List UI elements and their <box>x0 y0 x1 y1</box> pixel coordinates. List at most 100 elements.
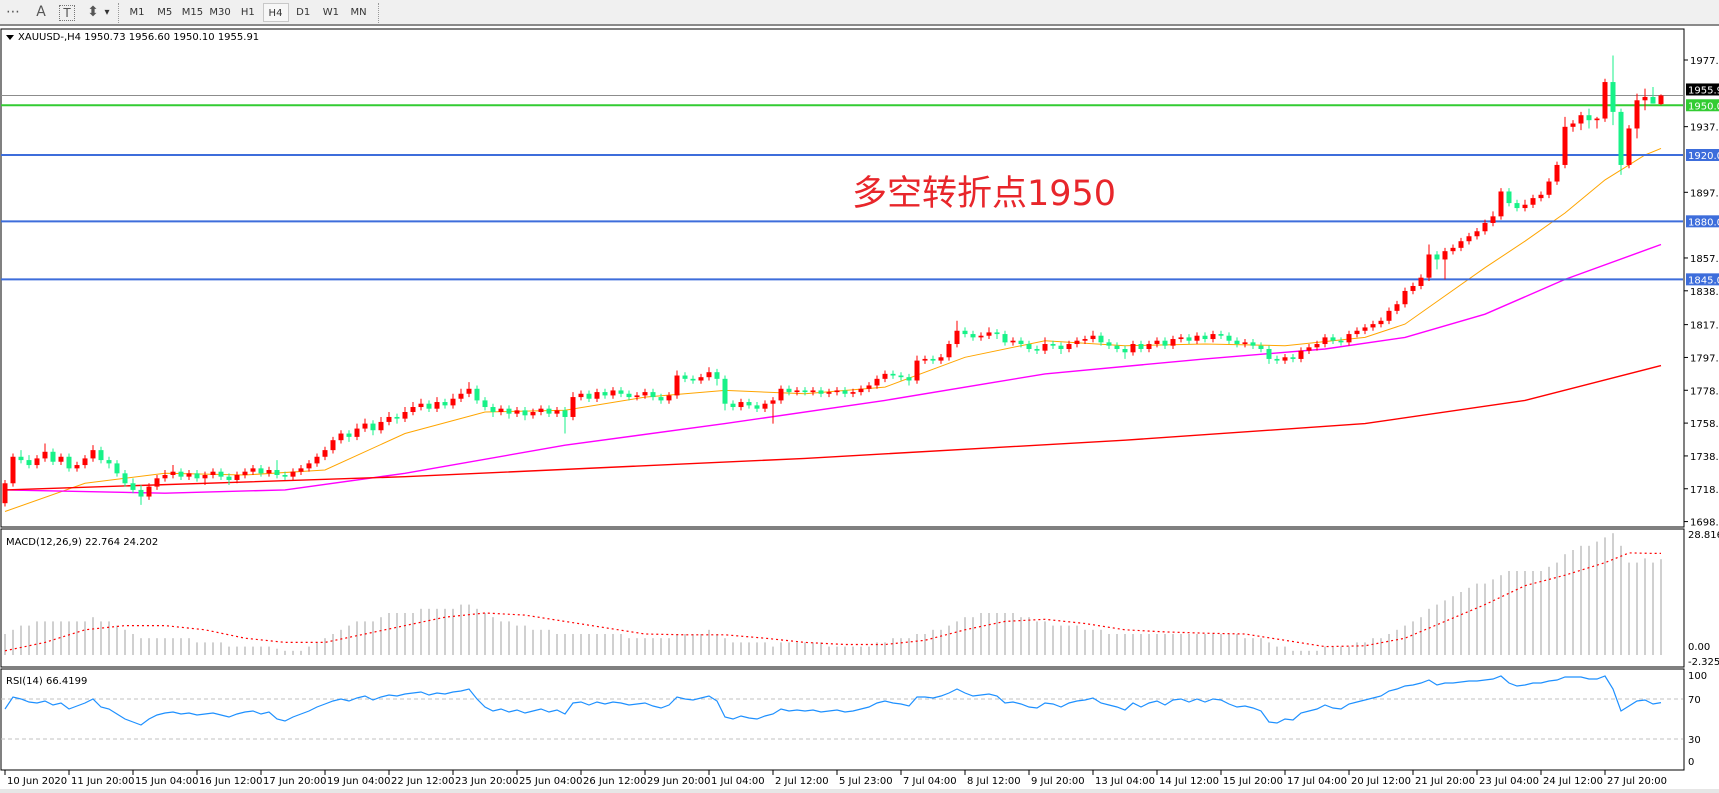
candle <box>1130 340 1136 356</box>
candle <box>482 397 488 411</box>
candle <box>378 416 384 434</box>
fibo-fan-icon[interactable]: ⋯ <box>6 4 20 20</box>
candle-body <box>658 397 664 401</box>
toolbar-grip[interactable] <box>118 3 121 23</box>
candle <box>658 393 664 404</box>
candle-body <box>1634 100 1640 129</box>
candle <box>1538 191 1544 202</box>
text-box-icon[interactable]: T <box>59 5 75 21</box>
price-tick-label: 1758.3 <box>1690 419 1719 430</box>
candle <box>1010 337 1016 346</box>
timeframe-m5[interactable]: M5 <box>157 7 173 18</box>
candle <box>802 387 808 396</box>
candle-body <box>474 388 480 401</box>
candle-body <box>1138 344 1144 349</box>
candle-body <box>506 408 512 414</box>
annotation-text[interactable]: 多空转折点1950 <box>852 174 1116 214</box>
toolbar: ⋯ A T ⬍ ▾ M1 M5 M15 M30 H1 H4 D1 W1 MN <box>0 0 1719 26</box>
timeframe-m1[interactable]: M1 <box>129 7 145 18</box>
candle <box>554 407 560 417</box>
candle <box>842 387 848 398</box>
candle <box>82 455 88 469</box>
rsi-panel-frame <box>0 668 1685 771</box>
rsi-scale-label: 70 <box>1688 695 1701 706</box>
candle <box>1290 353 1296 363</box>
bottom-scrollbar[interactable] <box>0 789 1719 793</box>
candle-body <box>26 460 32 466</box>
rsi-plot <box>1 675 1683 740</box>
candle-body <box>1282 357 1288 361</box>
candle-body <box>1530 198 1536 205</box>
candle-body <box>298 468 304 472</box>
text-label-icon[interactable]: A <box>36 4 46 20</box>
candle-body <box>1178 337 1184 340</box>
candle-body <box>730 403 736 408</box>
candle-body <box>290 471 296 477</box>
bid-price-tag <box>1686 83 1719 96</box>
candle-body <box>1442 251 1448 260</box>
timeframe-m15[interactable]: M15 <box>181 7 204 18</box>
candle <box>1178 334 1184 343</box>
candle-body <box>1474 231 1480 237</box>
chevron-down-icon[interactable]: ▾ <box>104 7 110 18</box>
candle <box>1458 237 1464 252</box>
candle-body <box>826 392 832 394</box>
candle <box>258 465 264 477</box>
candle-body <box>522 410 528 416</box>
candle-body <box>722 378 728 404</box>
toolbar-separator <box>378 3 381 23</box>
candle <box>1402 287 1408 308</box>
candle <box>1146 340 1152 353</box>
timeframe-m30[interactable]: M30 <box>209 7 231 18</box>
candle-body <box>642 392 648 396</box>
candle-body <box>362 423 368 429</box>
candle <box>1050 340 1056 349</box>
candle-body <box>842 390 848 394</box>
moving-average-line <box>4 364 1662 491</box>
time-tick-label: 9 Jul 20:00 <box>1031 776 1085 787</box>
candle <box>1122 345 1128 359</box>
timeframe-mn[interactable]: MN <box>350 7 367 18</box>
candle <box>194 470 200 482</box>
candle-body <box>66 456 72 469</box>
candle-body <box>1426 254 1432 278</box>
candle-body <box>746 402 752 406</box>
time-tick-label: 11 Jun 20:00 <box>71 776 135 787</box>
candle-body <box>1010 340 1016 343</box>
candle <box>1466 232 1472 245</box>
timeframe-d1[interactable]: D1 <box>296 7 311 18</box>
candle-body <box>418 403 424 408</box>
candle <box>1186 334 1192 345</box>
timeframe-w1[interactable]: W1 <box>322 7 340 18</box>
candle-body <box>866 385 872 389</box>
candle-body <box>1018 340 1024 345</box>
axes: 1977.3 1937.1 1897.5 1857.9 1838.1 1817.7 1797… <box>4 56 1719 787</box>
candle <box>1210 330 1216 343</box>
candle-body <box>434 402 440 409</box>
candle <box>114 460 120 477</box>
macd-header: MACD(12,26,9) 22.764 24.202 <box>6 537 158 548</box>
candle <box>810 387 816 396</box>
candle <box>1026 340 1032 353</box>
candle-body <box>1450 247 1456 252</box>
candle-body <box>578 393 584 398</box>
level-price-tag <box>1686 99 1719 112</box>
candle <box>1002 330 1008 346</box>
candle <box>122 470 128 487</box>
timeframe-h4[interactable]: H4 <box>262 3 289 22</box>
arrows-icon[interactable]: ⬍ <box>87 4 99 20</box>
candle <box>1634 93 1640 139</box>
time-tick-label: 17 Jul 04:00 <box>1287 776 1347 787</box>
candle <box>138 484 144 505</box>
collapse-triangle-icon[interactable] <box>6 35 14 40</box>
candle <box>346 430 352 442</box>
candle <box>1162 337 1168 349</box>
candle <box>370 420 376 436</box>
candle <box>282 471 288 480</box>
candle <box>1490 211 1496 227</box>
timeframe-h1[interactable]: H1 <box>240 7 255 18</box>
candle-body <box>1610 82 1616 112</box>
candle <box>1530 194 1536 209</box>
